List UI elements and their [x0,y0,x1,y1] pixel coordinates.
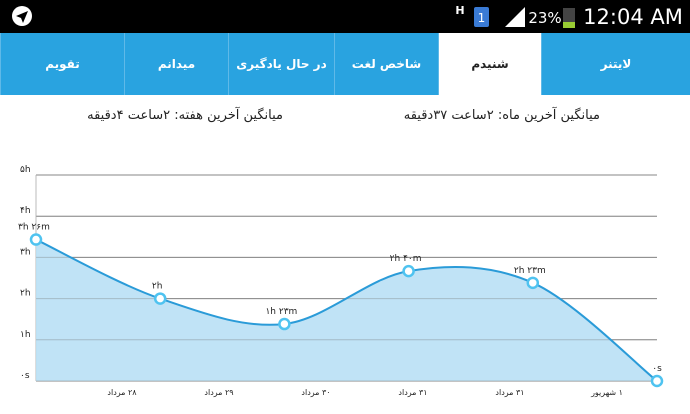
month-average: میانگین آخرین ماه: ۲ساعت ۳۷دقیقه [403,108,600,123]
sim-number: 1 [478,11,486,25]
network-type: H [455,4,464,17]
tab[interactable]: شنیدم [438,33,541,95]
tab[interactable]: لایتنر [541,33,690,95]
value-label: ۲h [152,282,163,292]
tab[interactable]: تقویم [0,33,124,95]
tab[interactable]: در حال یادگیری [228,33,334,95]
line [35,238,658,382]
value-label: ۲h ۲۳m [514,266,546,276]
x-tick-label: ۱ شهریور [590,388,623,397]
x-tick-label: ۳۱ مرداد [398,388,427,397]
value-label: ۳h ۲۶m [18,223,50,233]
value-label: ۱h ۲۳m [265,307,297,317]
week-average: میانگین آخرین هفته: ۲ساعت ۴دقیقه [87,108,283,123]
point [526,276,540,290]
value-label: ۲h ۴۰m [390,254,422,264]
y-tick-label: ۲h [20,289,31,299]
tab[interactable]: شاخص لغت [334,33,438,95]
x-tick-label: ۳۰ مرداد [301,388,330,397]
x-tick-label: ۲۹ مرداد [204,388,233,397]
point [650,374,664,388]
y-tick-label: ۵h [20,165,31,175]
signal-icon [505,7,525,27]
x-tick-label: ۲۸ مرداد [107,388,137,397]
value-label: ۰s [652,364,662,374]
battery-percent: 23% [528,9,561,27]
status-bar: H 1 23% 12:04 AM [0,0,690,33]
x-tick-label: ۳۱ مرداد [495,388,524,397]
y-tick-label: ۰s [20,371,30,381]
point [278,317,291,331]
area [36,239,657,381]
nav-arrow [16,11,28,23]
y-tick-label: ۱h [20,330,31,340]
y-tick-label: ۳h [20,247,31,257]
tab[interactable]: میدانم [124,33,228,95]
sim-icon [474,7,489,27]
tab-bar: تقویم میدانم در حال یادگیری شاخص لغت شنیدم لا… [0,33,690,95]
point [402,264,415,278]
point [153,292,167,305]
status-icons: H 1 23% 12:04 AM [12,4,683,29]
battery-level [563,22,575,28]
clock: 12:04 AM [583,5,683,29]
point [29,233,43,246]
y-tick-label: ۴h [20,206,31,216]
